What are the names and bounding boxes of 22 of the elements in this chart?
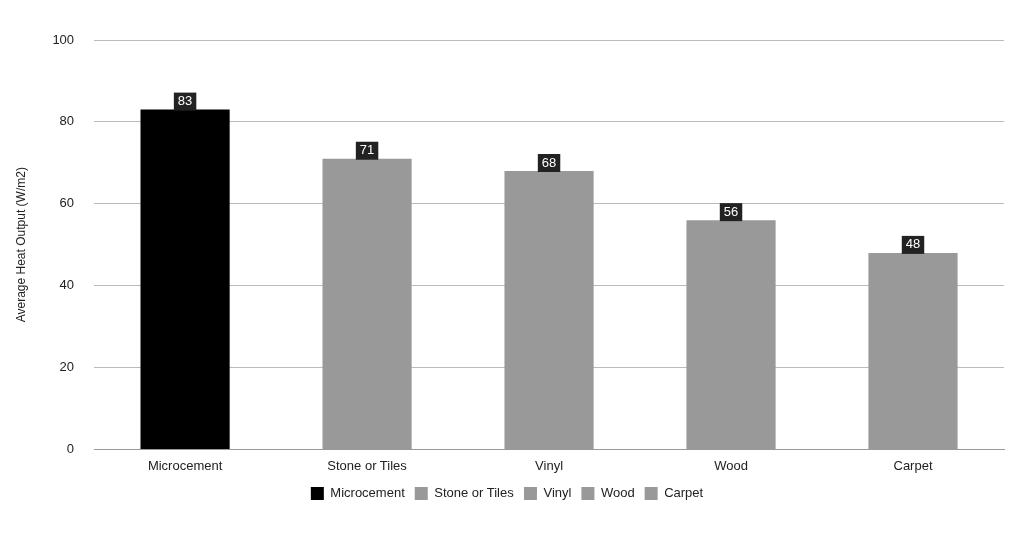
y-tick-label: 60: [59, 195, 75, 211]
x-tick-label: Vinyl: [535, 457, 564, 473]
y-tick-label: 40: [59, 277, 75, 293]
data-label: 56: [723, 203, 739, 219]
y-tick-label: 100: [52, 31, 75, 47]
x-tick-label: Carpet: [893, 457, 933, 473]
x-tick-label: Microcement: [147, 457, 223, 473]
y-tick-label: 80: [59, 113, 75, 129]
data-label: 71: [359, 142, 375, 158]
legend-label: Microcement: [330, 485, 406, 501]
x-tick-label: Wood: [714, 457, 748, 473]
x-tick-label: Stone or Tiles: [327, 457, 408, 473]
data-label: 48: [905, 236, 921, 252]
legend-label: Stone or Tiles: [434, 485, 515, 501]
legend-label: Wood: [600, 485, 635, 501]
legend-label: Vinyl: [543, 485, 572, 501]
y-tick-label: 0: [66, 440, 75, 456]
legend-label: Carpet: [664, 485, 704, 501]
y-tick-label: 20: [59, 359, 75, 375]
y-axis-title: Average Heat Output (W/m2): [13, 167, 28, 323]
data-label: 83: [177, 93, 193, 109]
data-label: 68: [541, 154, 557, 170]
